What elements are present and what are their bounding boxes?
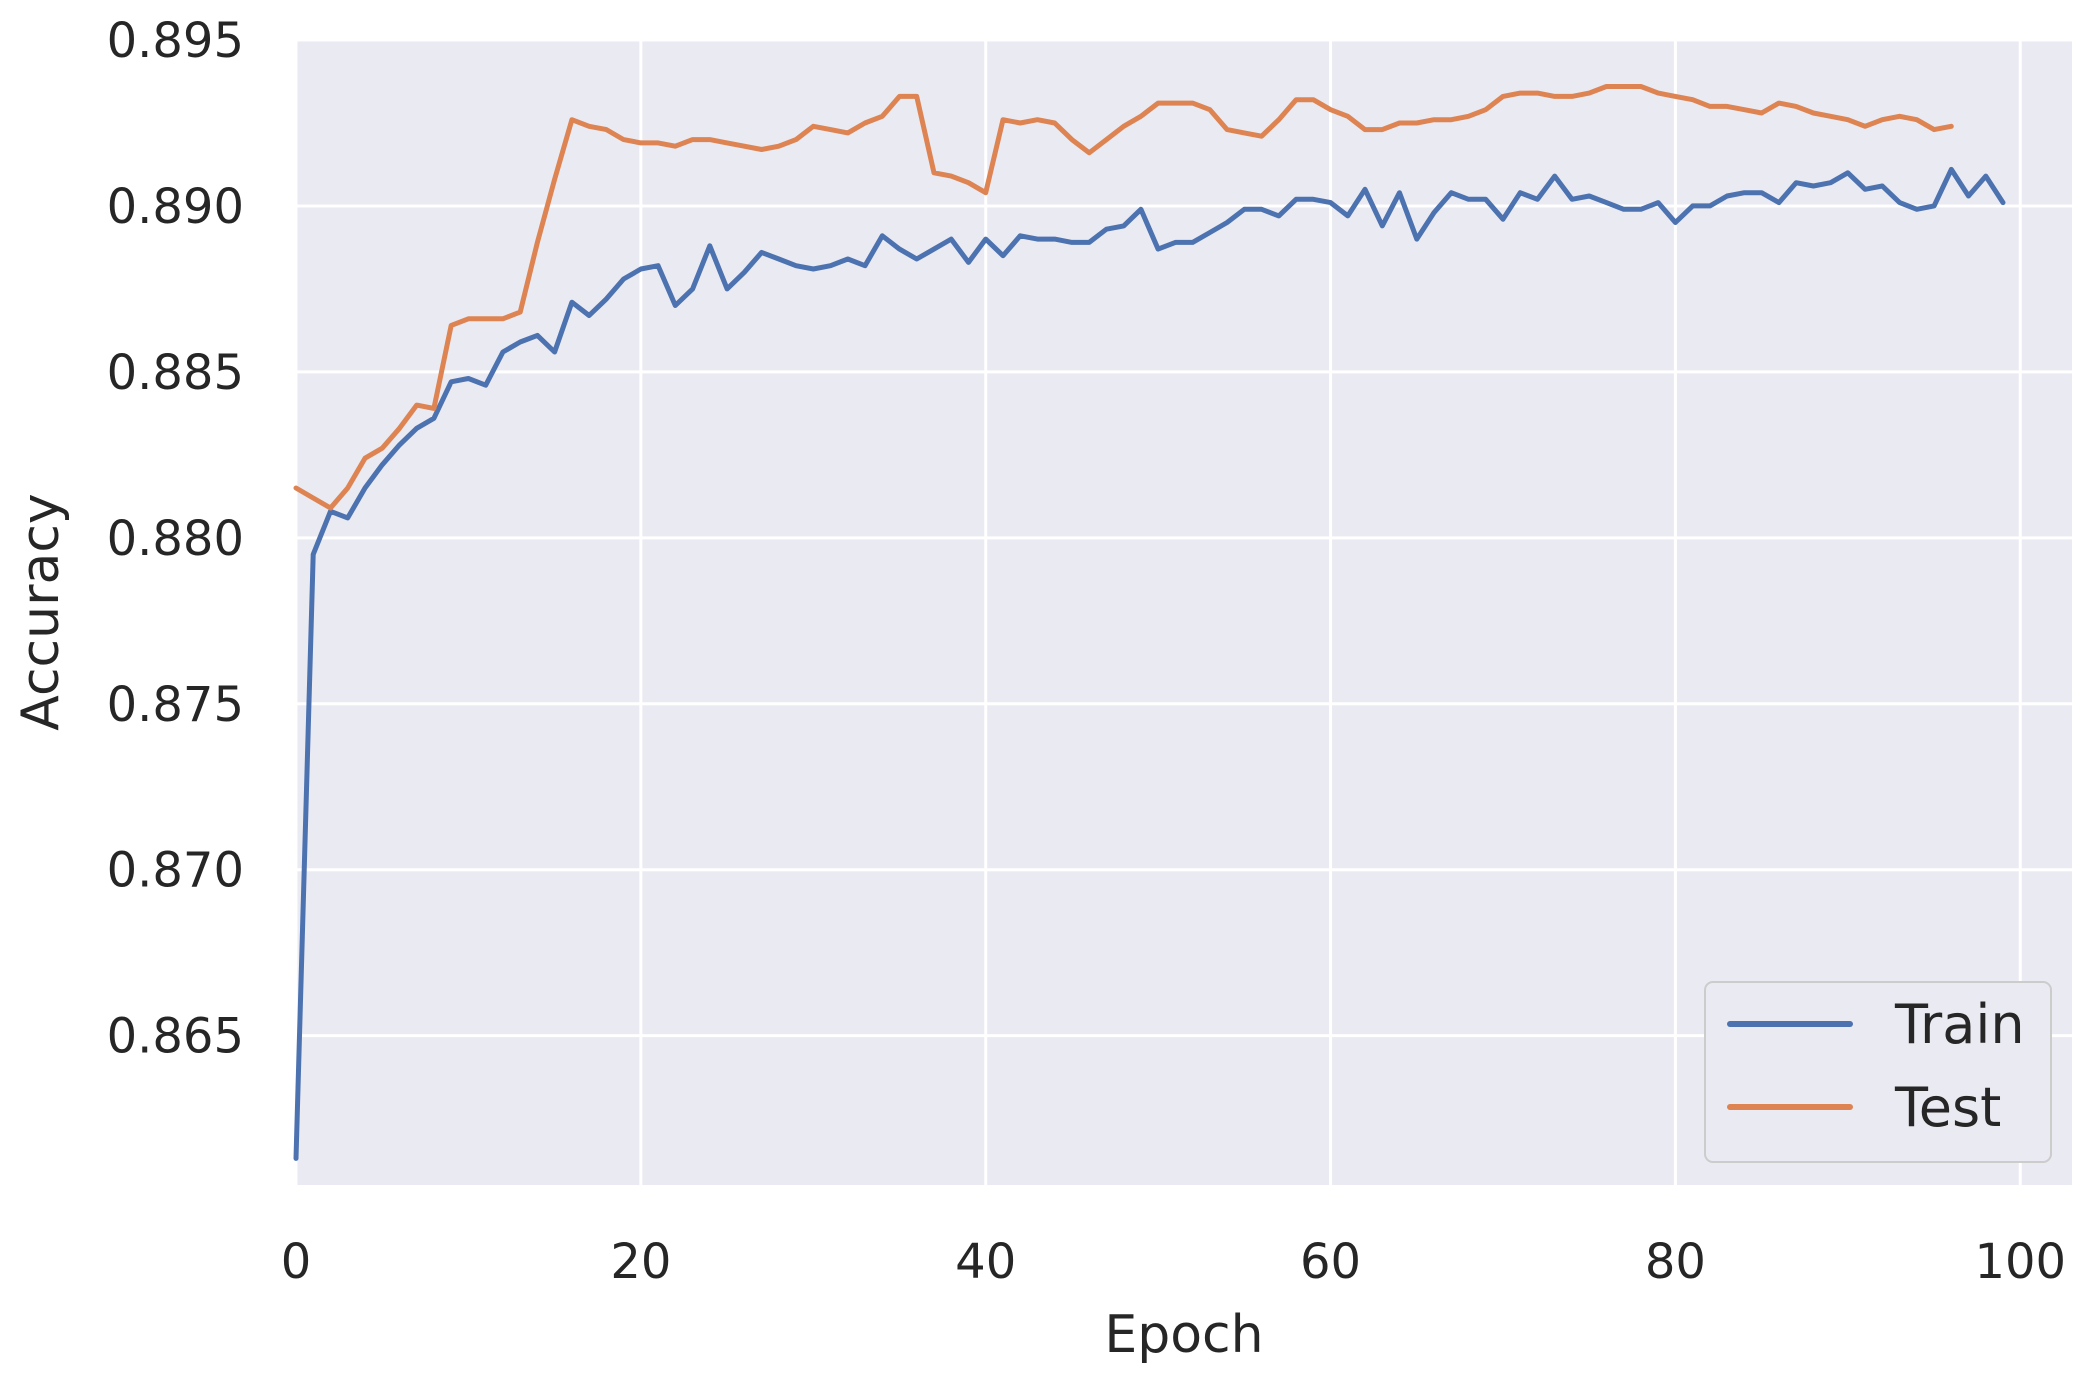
x-tick-label: 20 (610, 1234, 671, 1290)
x-tick-label: 40 (955, 1234, 1016, 1290)
grid-lines (294, 38, 2072, 1185)
y-tick-label: 0.865 (107, 1009, 244, 1065)
legend-label-test: Test (1894, 1076, 2001, 1139)
x-tick-label: 100 (1974, 1234, 2066, 1290)
y-tick-labels: 0.865 0.870 0.875 0.880 0.885 0.890 0.895 (107, 13, 244, 1065)
legend-label-train: Train (1894, 993, 2025, 1056)
series-lines (293, 84, 2006, 1161)
x-tick-labels: 0 20 40 60 80 100 (281, 1234, 2066, 1290)
y-axis-label: Accuracy (11, 493, 71, 730)
y-tick-label: 0.895 (107, 13, 244, 69)
legend: Train Test (1704, 981, 2052, 1163)
series-line-test (293, 84, 1954, 511)
y-tick-label: 0.875 (107, 677, 244, 733)
x-tick-label: 80 (1645, 1234, 1706, 1290)
y-tick-label: 0.880 (107, 511, 244, 567)
y-tick-label: 0.890 (107, 179, 244, 235)
y-tick-label: 0.885 (107, 345, 244, 401)
y-tick-label: 0.870 (107, 843, 244, 899)
x-tick-label: 0 (281, 1234, 312, 1290)
x-axis-label: Epoch (1104, 1305, 1263, 1365)
x-tick-label: 60 (1300, 1234, 1361, 1290)
series-line-train (293, 166, 2006, 1161)
